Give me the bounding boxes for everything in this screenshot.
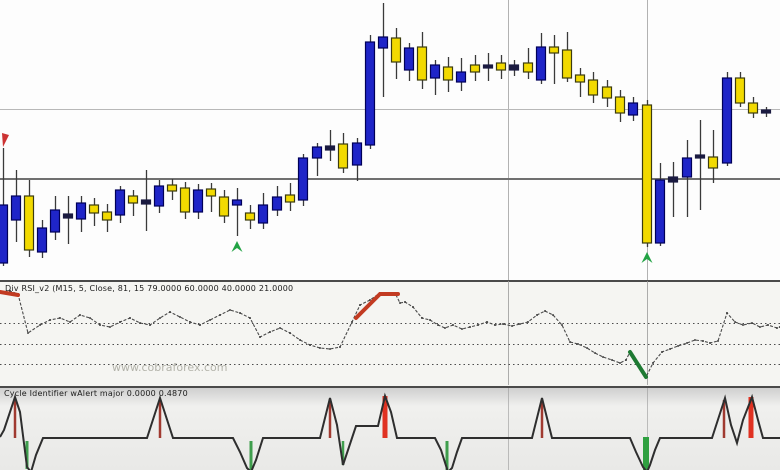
candle	[153, 185, 165, 207]
candle	[667, 176, 679, 183]
cycle-chart-group	[0, 388, 780, 470]
candle	[364, 41, 376, 146]
candle	[257, 204, 269, 224]
candle	[205, 188, 217, 197]
candle	[681, 157, 693, 178]
candle	[351, 142, 363, 166]
candle	[469, 64, 481, 73]
candle	[495, 62, 507, 71]
rsi-signal-segment	[628, 350, 648, 379]
buy-arrow-icon	[231, 241, 243, 252]
candle	[311, 146, 323, 159]
candle	[75, 202, 87, 220]
candle	[297, 157, 309, 201]
candle	[10, 195, 22, 221]
candle	[179, 187, 191, 213]
candle	[654, 179, 666, 244]
rsi-signal-segment	[0, 290, 20, 297]
rsi-indicator-label: Div RSI_v2 (M15, 5, Close, 81, 15 79.000…	[5, 284, 294, 293]
candle	[429, 64, 441, 79]
candle	[62, 213, 74, 219]
candle	[482, 64, 494, 69]
candle	[760, 109, 772, 114]
candle	[614, 96, 626, 114]
candle	[337, 143, 349, 169]
candle	[218, 196, 230, 217]
candle	[127, 195, 139, 204]
candle	[442, 66, 454, 81]
candle	[522, 62, 534, 73]
candle	[101, 211, 113, 221]
cycle-identifier-panel[interactable]	[0, 386, 780, 470]
candle	[231, 199, 243, 206]
candle	[271, 196, 283, 211]
rsi-chart-group	[0, 281, 780, 385]
candle	[734, 77, 746, 104]
rsi-signal-segment	[354, 292, 400, 320]
candle	[377, 36, 389, 49]
sell-arrow-icon	[2, 133, 9, 147]
rsi-line	[0, 290, 780, 379]
candle	[548, 46, 560, 54]
cycle-line	[0, 392, 780, 470]
candle	[416, 46, 428, 81]
candle	[587, 79, 599, 96]
candle	[324, 145, 336, 151]
candle	[140, 199, 152, 205]
candle	[694, 154, 706, 159]
candle	[574, 74, 586, 83]
candle	[747, 102, 759, 114]
candle	[641, 104, 653, 244]
candle	[244, 212, 256, 221]
candle	[36, 227, 48, 253]
candle	[284, 194, 296, 203]
candle	[114, 189, 126, 216]
candle	[508, 64, 520, 71]
candle	[192, 189, 204, 213]
candle	[721, 77, 733, 164]
buy-arrow-icon	[641, 252, 653, 263]
candle	[403, 47, 415, 71]
candle	[88, 204, 100, 214]
candle	[561, 49, 573, 79]
candle	[707, 156, 719, 169]
price-chart-group	[0, 0, 780, 280]
candle	[627, 102, 639, 116]
cycle-indicator-label: Cycle Identifier wAlert major 0.0000 0.4…	[4, 389, 188, 398]
rsi-indicator-panel[interactable]	[0, 280, 780, 386]
candle	[23, 195, 35, 251]
candle	[390, 37, 402, 63]
candle	[535, 46, 547, 81]
candle	[455, 71, 467, 83]
candle	[0, 204, 9, 264]
candle	[49, 209, 61, 233]
candle	[601, 86, 613, 99]
watermark-text: www.cobraforex.com	[112, 361, 228, 374]
candle	[166, 184, 178, 192]
